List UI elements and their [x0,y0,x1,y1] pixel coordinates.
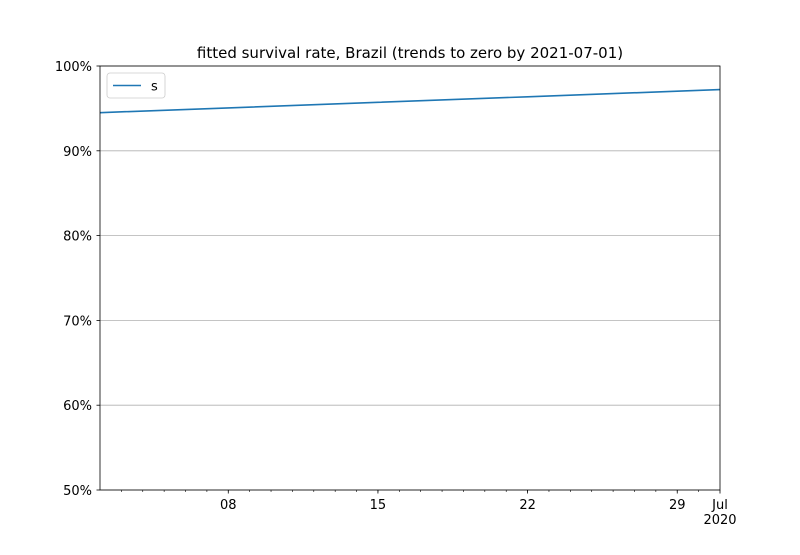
chart-title: fitted survival rate, Brazil (trends to … [197,44,623,62]
y-tick-label: 100% [55,60,92,75]
legend-label: s [151,80,158,95]
y-tick-label: 90% [63,145,92,160]
grid-layer [100,66,720,490]
plot-frame [100,66,720,490]
y-tick-label: 80% [63,230,92,245]
y-tick-label: 50% [63,484,92,499]
x-tick-label: 22 [519,498,536,513]
series-line-s [100,90,720,113]
x-tick-label: 08 [220,498,237,513]
y-tick-label: 70% [63,314,92,329]
legend: s [107,73,165,98]
x-tick-label: 15 [370,498,387,513]
series-layer [100,90,720,113]
x-tick-label: 29 [669,498,686,513]
y-tick-label: 60% [63,399,92,414]
